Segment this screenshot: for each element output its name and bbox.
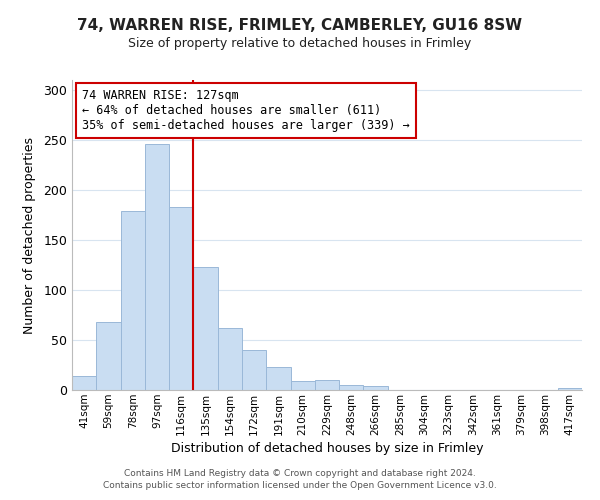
Bar [218, 328, 242, 390]
Bar [558, 388, 582, 390]
Text: Contains HM Land Registry data © Crown copyright and database right 2024.: Contains HM Land Registry data © Crown c… [124, 469, 476, 478]
X-axis label: Distribution of detached houses by size in Frimley: Distribution of detached houses by size … [171, 442, 483, 455]
Text: 74 WARREN RISE: 127sqm
← 64% of detached houses are smaller (611)
35% of semi-de: 74 WARREN RISE: 127sqm ← 64% of detached… [82, 90, 410, 132]
Bar [242, 350, 266, 390]
Bar [290, 381, 315, 390]
Bar [169, 207, 193, 390]
Bar [364, 386, 388, 390]
Text: 74, WARREN RISE, FRIMLEY, CAMBERLEY, GU16 8SW: 74, WARREN RISE, FRIMLEY, CAMBERLEY, GU1… [77, 18, 523, 32]
Bar [315, 380, 339, 390]
Bar [96, 322, 121, 390]
Text: Contains public sector information licensed under the Open Government Licence v3: Contains public sector information licen… [103, 480, 497, 490]
Bar [121, 211, 145, 390]
Bar [145, 144, 169, 390]
Bar [339, 385, 364, 390]
Text: Size of property relative to detached houses in Frimley: Size of property relative to detached ho… [128, 38, 472, 51]
Bar [193, 267, 218, 390]
Y-axis label: Number of detached properties: Number of detached properties [23, 136, 37, 334]
Bar [72, 376, 96, 390]
Bar [266, 367, 290, 390]
